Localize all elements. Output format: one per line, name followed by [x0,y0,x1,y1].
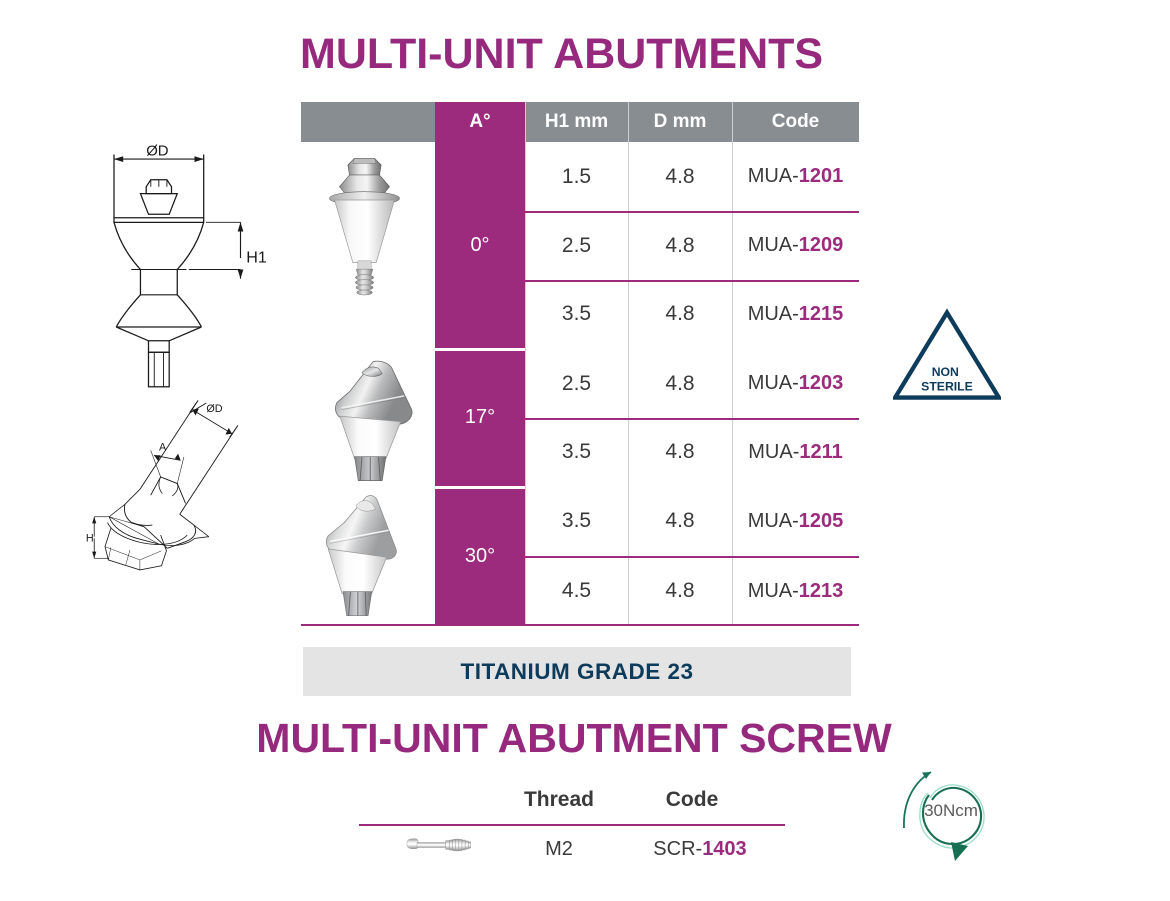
svg-text:30Ncm: 30Ncm [924,801,978,820]
